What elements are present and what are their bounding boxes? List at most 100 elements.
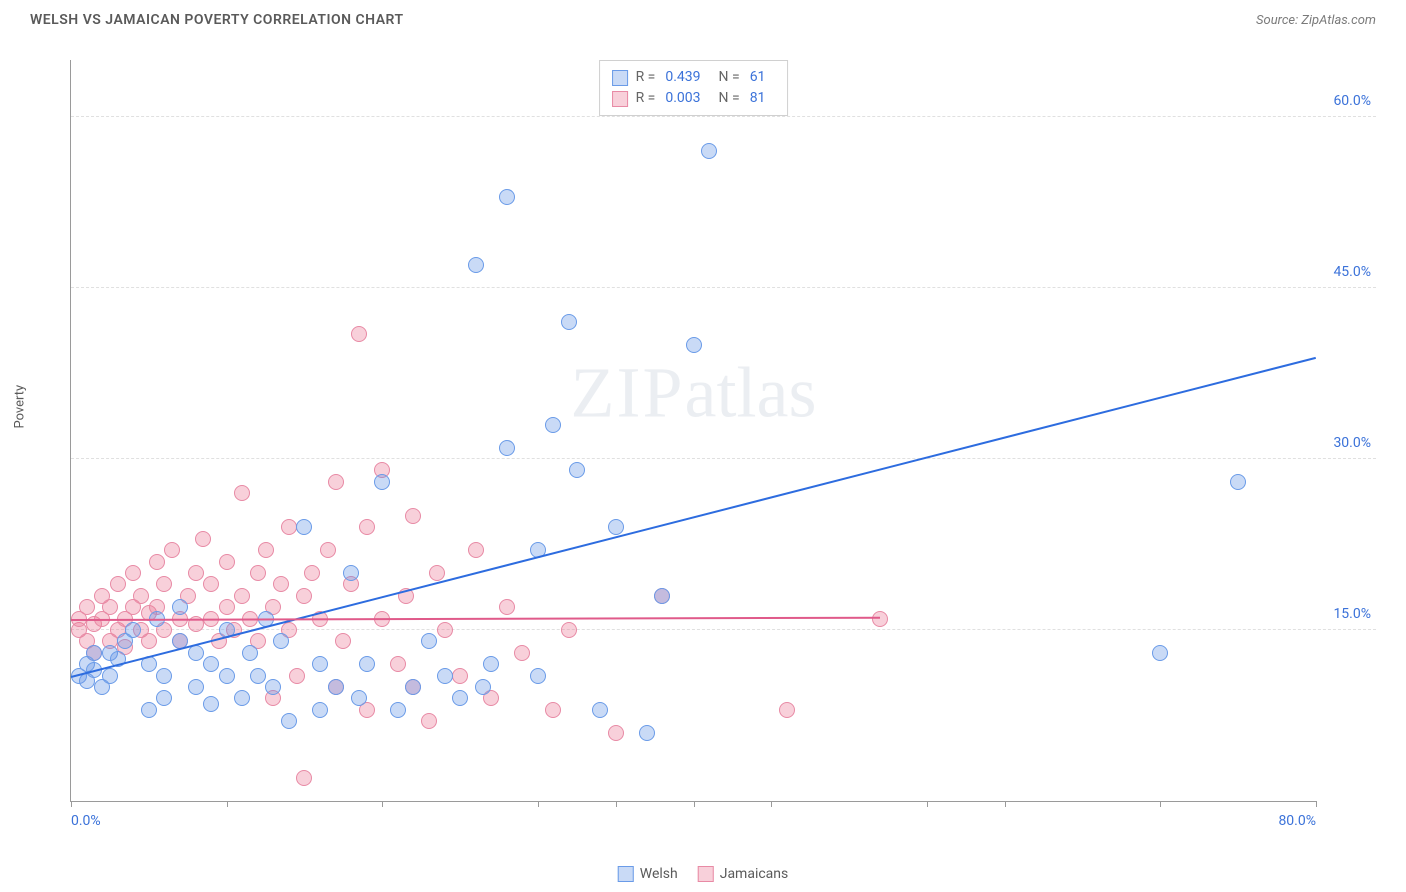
data-point: [172, 599, 188, 615]
data-point: [203, 576, 219, 592]
data-point: [296, 519, 312, 535]
n-label: N =: [719, 88, 740, 109]
data-point: [273, 576, 289, 592]
data-point: [1230, 474, 1246, 490]
data-point: [359, 656, 375, 672]
stats-legend-row: R = 0.003N = 81: [612, 88, 776, 109]
data-point: [133, 588, 149, 604]
data-point: [335, 633, 351, 649]
data-point: [203, 656, 219, 672]
data-point: [156, 576, 172, 592]
data-point: [110, 576, 126, 592]
data-point: [545, 417, 561, 433]
n-label: N =: [719, 67, 740, 88]
source-attribution: Source: ZipAtlas.com: [1256, 13, 1376, 28]
y-tick-label: 45.0%: [1321, 264, 1371, 280]
data-point: [499, 440, 515, 456]
data-point: [281, 713, 297, 729]
data-point: [561, 314, 577, 330]
legend-label: Welsh: [640, 866, 678, 882]
data-point: [390, 656, 406, 672]
data-point: [499, 599, 515, 615]
data-point: [312, 702, 328, 718]
data-point: [141, 702, 157, 718]
data-point: [452, 690, 468, 706]
series-legend: Welsh Jamaicans: [618, 866, 789, 882]
data-point: [468, 542, 484, 558]
data-point: [514, 645, 530, 661]
data-point: [242, 645, 258, 661]
data-point: [405, 679, 421, 695]
y-tick-label: 60.0%: [1321, 93, 1371, 109]
chart-header: WELSH VS JAMAICAN POVERTY CORRELATION CH…: [0, 0, 1406, 36]
data-point: [250, 565, 266, 581]
data-point: [273, 633, 289, 649]
data-point: [125, 622, 141, 638]
data-point: [390, 702, 406, 718]
n-value: 81: [750, 88, 766, 109]
plot-area: ZIPatlas R = 0.439N = 61R = 0.003N = 81 …: [70, 60, 1316, 802]
x-tick: [1005, 801, 1006, 807]
legend-item: Jamaicans: [698, 866, 789, 882]
n-value: 61: [750, 67, 766, 88]
data-point: [320, 542, 336, 558]
data-point: [421, 633, 437, 649]
data-point: [86, 645, 102, 661]
chart-title: WELSH VS JAMAICAN POVERTY CORRELATION CH…: [30, 12, 404, 28]
legend-swatch: [612, 91, 628, 107]
data-point: [328, 474, 344, 490]
data-point: [79, 599, 95, 615]
data-point: [234, 485, 250, 501]
y-tick-label: 30.0%: [1321, 435, 1371, 451]
data-point: [701, 143, 717, 159]
data-point: [188, 565, 204, 581]
data-point: [545, 702, 561, 718]
data-point: [219, 599, 235, 615]
x-tick: [694, 801, 695, 807]
gridline: [71, 458, 1376, 459]
stats-legend-row: R = 0.439N = 61: [612, 67, 776, 88]
data-point: [779, 702, 795, 718]
data-point: [234, 588, 250, 604]
data-point: [304, 565, 320, 581]
data-point: [429, 565, 445, 581]
data-point: [468, 257, 484, 273]
data-point: [156, 668, 172, 684]
data-point: [608, 519, 624, 535]
x-tick: [538, 801, 539, 807]
data-point: [328, 679, 344, 695]
x-tick: [71, 801, 72, 807]
data-point: [351, 326, 367, 342]
data-point: [234, 690, 250, 706]
data-point: [569, 462, 585, 478]
data-point: [149, 554, 165, 570]
legend-swatch: [698, 866, 714, 882]
data-point: [164, 542, 180, 558]
data-point: [499, 189, 515, 205]
x-tick: [927, 801, 928, 807]
data-point: [374, 474, 390, 490]
x-tick: [1160, 801, 1161, 807]
data-point: [188, 679, 204, 695]
data-point: [289, 668, 305, 684]
data-point: [359, 519, 375, 535]
data-point: [1152, 645, 1168, 661]
r-label: R =: [636, 67, 656, 88]
gridline: [71, 116, 1376, 117]
y-tick-label: 15.0%: [1321, 606, 1371, 622]
watermark: ZIPatlas: [571, 352, 817, 435]
x-tick: [1316, 801, 1317, 807]
legend-label: Jamaicans: [720, 866, 789, 882]
data-point: [156, 690, 172, 706]
data-point: [219, 668, 235, 684]
data-point: [437, 668, 453, 684]
gridline: [71, 287, 1376, 288]
x-tick: [227, 801, 228, 807]
data-point: [195, 531, 211, 547]
gridline: [71, 629, 1376, 630]
x-tick: [382, 801, 383, 807]
data-point: [405, 508, 421, 524]
data-point: [102, 599, 118, 615]
x-tick: [771, 801, 772, 807]
data-point: [203, 696, 219, 712]
